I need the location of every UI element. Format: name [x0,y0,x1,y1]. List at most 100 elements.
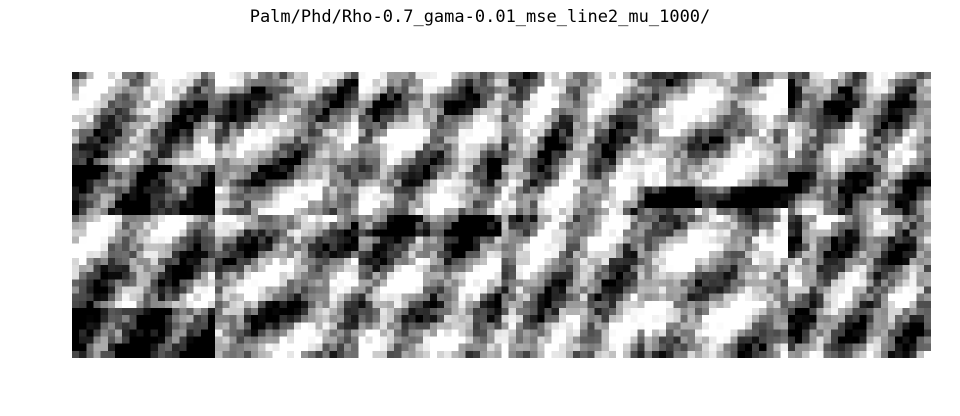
mosaic-pixel [437,129,445,137]
mosaic-pixel [723,172,731,180]
mosaic-pixel [845,122,853,130]
mosaic-pixel [458,157,467,166]
mosaic-pixel [301,222,309,230]
mosaic-pixel [336,179,345,187]
mosaic-pixel [408,265,416,273]
mosaic-pixel [129,272,137,280]
mosaic-pixel [752,300,760,309]
mosaic-pixel [315,257,323,266]
mosaic-pixel [544,207,553,216]
mosaic-pixel [845,186,853,194]
mosaic-pixel [651,172,660,180]
mosaic-pixel [730,100,739,109]
mosaic-pixel [444,279,452,287]
mosaic-pixel [100,279,109,287]
mosaic-pixel [215,100,223,109]
mosaic-pixel [465,322,474,330]
mosaic-pixel [666,143,674,152]
mosaic-pixel [723,307,731,316]
mosaic-pixel [286,236,295,244]
mosaic-pixel [72,114,80,123]
mosaic-pixel [494,265,502,273]
mosaic-pixel [558,193,567,202]
mosaic-pixel [580,179,588,187]
mosaic-pixel [573,143,581,152]
mosaic-pixel [487,200,495,209]
mosaic-pixel [372,279,381,287]
mosaic-pixel [723,114,731,123]
mosaic-pixel [537,72,545,80]
mosaic-pixel [422,307,431,316]
mosaic-pixel [780,200,789,209]
mosaic-pixel [329,329,338,337]
mosaic-pixel [429,336,438,345]
mosaic-pixel [186,200,195,209]
mosaic-pixel [888,215,896,223]
mosaic-pixel [630,315,638,323]
mosaic-pixel [157,179,166,187]
mosaic-pixel [658,250,667,259]
mosaic-pixel [866,207,875,216]
mosaic-pixel [587,200,595,209]
mosaic-pixel [630,243,638,252]
mosaic-pixel [322,114,331,123]
mosaic-pixel [365,150,374,159]
mosaic-pixel [744,329,753,337]
mosaic-pixel [315,336,323,345]
mosaic-pixel [744,229,753,237]
mosaic-pixel [787,114,796,123]
mosaic-pixel [293,350,302,358]
mosaic-pixel [916,72,925,80]
mosaic-pixel [830,300,839,309]
mosaic-pixel [351,100,359,109]
mosaic-pixel [222,272,230,280]
mosaic-pixel [580,307,588,316]
mosaic-pixel [737,100,746,109]
mosaic-pixel [222,86,230,94]
mosaic-pixel [258,279,266,287]
mosaic-pixel [157,265,166,273]
mosaic-pixel [666,79,674,87]
mosaic-pixel [136,350,144,358]
mosaic-pixel [601,157,610,166]
mosaic-pixel [902,164,910,173]
mosaic-pixel [573,164,581,173]
mosaic-pixel [458,336,467,345]
mosaic-pixel [616,193,624,202]
mosaic-pixel [243,86,252,94]
mosaic-pixel [580,229,588,237]
mosaic-pixel [186,265,195,273]
mosaic-pixel [100,129,109,137]
mosaic-pixel [186,322,195,330]
mosaic-pixel [530,207,538,216]
mosaic-pixel [608,329,617,337]
mosaic-pixel [701,229,710,237]
mosaic-pixel [630,300,638,309]
mosaic-pixel [866,215,875,223]
mosaic-pixel [752,222,760,230]
mosaic-pixel [472,229,481,237]
mosaic-pixel [351,322,359,330]
mosaic-pixel [601,79,610,87]
mosaic-pixel [487,329,495,337]
mosaic-pixel [816,307,825,316]
mosaic-pixel [429,186,438,194]
mosaic-pixel [394,193,402,202]
mosaic-pixel [143,272,152,280]
mosaic-pixel [308,129,316,137]
mosaic-pixel [186,329,195,337]
mosaic-pixel [644,79,653,87]
mosaic-pixel [644,229,653,237]
mosaic-pixel [301,143,309,152]
mosaic-pixel [773,279,782,287]
mosaic-pixel [79,207,87,216]
mosaic-pixel [787,193,796,202]
mosaic-pixel [916,336,925,345]
mosaic-pixel [472,186,481,194]
mosaic-pixel [415,300,424,309]
mosaic-pixel [787,72,796,80]
mosaic-pixel [694,164,703,173]
mosaic-pixel [837,207,846,216]
mosaic-pixel [587,272,595,280]
mosaic-pixel [895,329,903,337]
